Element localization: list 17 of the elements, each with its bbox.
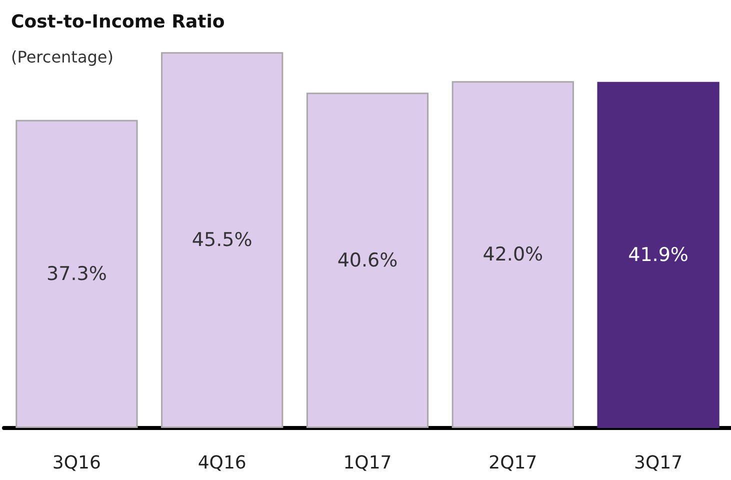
x-tick-label: 3Q16 [52, 452, 101, 474]
x-tick-label: 4Q16 [198, 452, 246, 474]
x-tick-label: 3Q17 [634, 452, 683, 474]
data-label: 41.9% [628, 244, 688, 266]
chart-title: Cost-to-Income Ratio [11, 12, 225, 32]
bar [16, 120, 138, 428]
x-tick-label: 1Q17 [343, 452, 392, 474]
data-label: 45.5% [192, 229, 252, 252]
bar [597, 82, 720, 428]
bar [161, 52, 284, 428]
bar [452, 81, 574, 428]
data-label: 37.3% [46, 262, 107, 285]
bar [306, 92, 429, 428]
data-label: 42.0% [482, 244, 544, 266]
data-label: 40.6% [337, 249, 398, 272]
x-tick-label: 2Q17 [488, 452, 538, 474]
chart-subtitle: (Percentage) [11, 48, 114, 66]
